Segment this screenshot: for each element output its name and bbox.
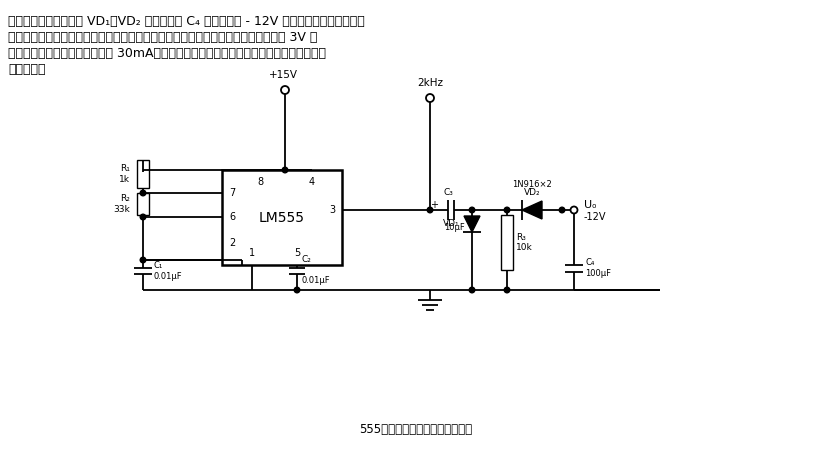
- Text: VD₁: VD₁: [443, 219, 460, 229]
- Circle shape: [504, 207, 510, 213]
- Text: LM555: LM555: [259, 211, 305, 224]
- Text: 555电路组成的电压极性反转电路: 555电路组成的电压极性反转电路: [359, 423, 473, 436]
- Polygon shape: [464, 216, 480, 232]
- Text: 的负电源。: 的负电源。: [8, 63, 46, 76]
- Text: C₃: C₃: [444, 188, 454, 197]
- Text: R₃
10k: R₃ 10k: [516, 233, 532, 252]
- Text: 2kHz: 2kHz: [417, 78, 443, 88]
- Text: 1N916×2: 1N916×2: [513, 180, 552, 189]
- Bar: [501, 215, 513, 270]
- Text: +15V: +15V: [269, 70, 298, 80]
- Text: 7: 7: [229, 188, 235, 198]
- Text: 3: 3: [329, 205, 335, 215]
- Text: 右。负输出电压最大负载能力为 30mA。可以用作运放电路和微处理器接口器件等电路所需: 右。负输出电压最大负载能力为 30mA。可以用作运放电路和微处理器接口器件等电路…: [8, 47, 326, 60]
- Text: C₁
0.01μF: C₁ 0.01μF: [154, 262, 183, 281]
- Text: 1: 1: [249, 248, 255, 258]
- Text: 10μF: 10μF: [444, 223, 465, 232]
- Circle shape: [141, 257, 146, 263]
- Polygon shape: [522, 201, 542, 219]
- Bar: [137, 193, 149, 215]
- Circle shape: [469, 207, 475, 213]
- Text: Uₒ: Uₒ: [584, 200, 597, 210]
- Text: C₄
100μF: C₄ 100μF: [585, 258, 611, 278]
- Circle shape: [559, 207, 565, 213]
- Circle shape: [469, 287, 475, 293]
- Text: 0.01μF: 0.01μF: [301, 276, 329, 285]
- Bar: [137, 160, 149, 188]
- Circle shape: [141, 190, 146, 196]
- Text: C₂: C₂: [301, 255, 311, 264]
- Text: 2: 2: [229, 238, 235, 248]
- Circle shape: [282, 167, 288, 173]
- Text: 电路中，负输出电压与正电源电压成线性关糵，负输出电压的绝对値低于正电源电压 3V 左: 电路中，负输出电压与正电源电压成线性关糵，负输出电压的绝对値低于正电源电压 3V…: [8, 31, 317, 44]
- Circle shape: [427, 207, 433, 213]
- Text: -12V: -12V: [584, 212, 607, 222]
- Circle shape: [141, 214, 146, 220]
- Text: 该脉冲电压经二极管 VD₁、VD₂ 整流，电容 C₄ 滤波，得到 - 12V 左右的输出电压。在反转: 该脉冲电压经二极管 VD₁、VD₂ 整流，电容 C₄ 滤波，得到 - 12V 左…: [8, 15, 364, 28]
- Text: R₁
1k: R₁ 1k: [119, 164, 130, 184]
- Bar: [222, 170, 342, 265]
- Circle shape: [295, 287, 300, 293]
- Text: VD₂: VD₂: [523, 188, 540, 197]
- Text: 6: 6: [229, 212, 235, 222]
- Text: 8: 8: [257, 177, 263, 187]
- Text: +: +: [430, 200, 438, 210]
- Text: R₂
33k: R₂ 33k: [113, 194, 130, 214]
- Text: 4: 4: [309, 177, 315, 187]
- Text: 5: 5: [294, 248, 300, 258]
- Circle shape: [504, 287, 510, 293]
